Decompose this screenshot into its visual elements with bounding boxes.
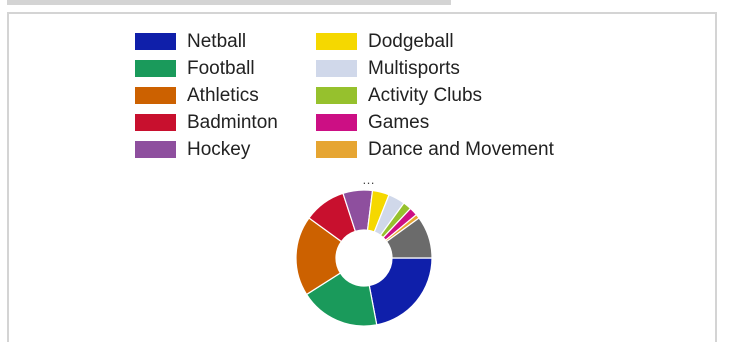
chart-legend: Netball Football Athletics Badminton Hockey D… [9, 31, 715, 179]
top-divider-bar [7, 0, 451, 5]
chart-panel: Netball Football Athletics Badminton Hockey D… [7, 12, 717, 342]
legend-item-football[interactable]: Football [135, 55, 255, 82]
legend-label: Dance and Movement [368, 139, 554, 160]
legend-label: Athletics [187, 85, 259, 106]
legend-swatch [135, 60, 176, 77]
legend-item-athletics[interactable]: Athletics [135, 82, 259, 109]
legend-label: Activity Clubs [368, 85, 483, 106]
slice-netball[interactable] [368, 257, 433, 326]
legend-item-dodgeball[interactable]: Dodgeball [316, 28, 454, 55]
legend-swatch [316, 60, 357, 77]
legend-swatch [135, 114, 176, 131]
legend-item-dance-and-movement[interactable]: Dance and Movement [316, 136, 554, 163]
legend-label: Badminton [187, 112, 278, 133]
legend-item-hockey[interactable]: Hockey [135, 136, 250, 163]
legend-swatch [316, 114, 357, 131]
legend-item-multisports[interactable]: Multisports [316, 55, 460, 82]
donut-chart [295, 189, 433, 327]
legend-item-badminton[interactable]: Badminton [135, 109, 278, 136]
legend-item-games[interactable]: Games [316, 109, 429, 136]
legend-item-activity-clubs[interactable]: Activity Clubs [316, 82, 482, 109]
legend-label: Football [187, 58, 255, 79]
legend-item-netball[interactable]: Netball [135, 28, 246, 55]
legend-label: Netball [187, 31, 247, 52]
legend-label: Multisports [368, 58, 460, 79]
legend-swatch [316, 87, 357, 104]
legend-label: Dodgeball [368, 31, 454, 52]
legend-label: Games [368, 112, 430, 133]
legend-swatch [316, 141, 357, 158]
legend-label: Hockey [187, 139, 251, 160]
slice-[interactable] [385, 217, 433, 259]
legend-swatch [135, 141, 176, 158]
legend-swatch [316, 33, 357, 50]
legend-swatch [135, 33, 176, 50]
legend-swatch [135, 87, 176, 104]
legend-ellipsis[interactable]: … [362, 172, 376, 187]
